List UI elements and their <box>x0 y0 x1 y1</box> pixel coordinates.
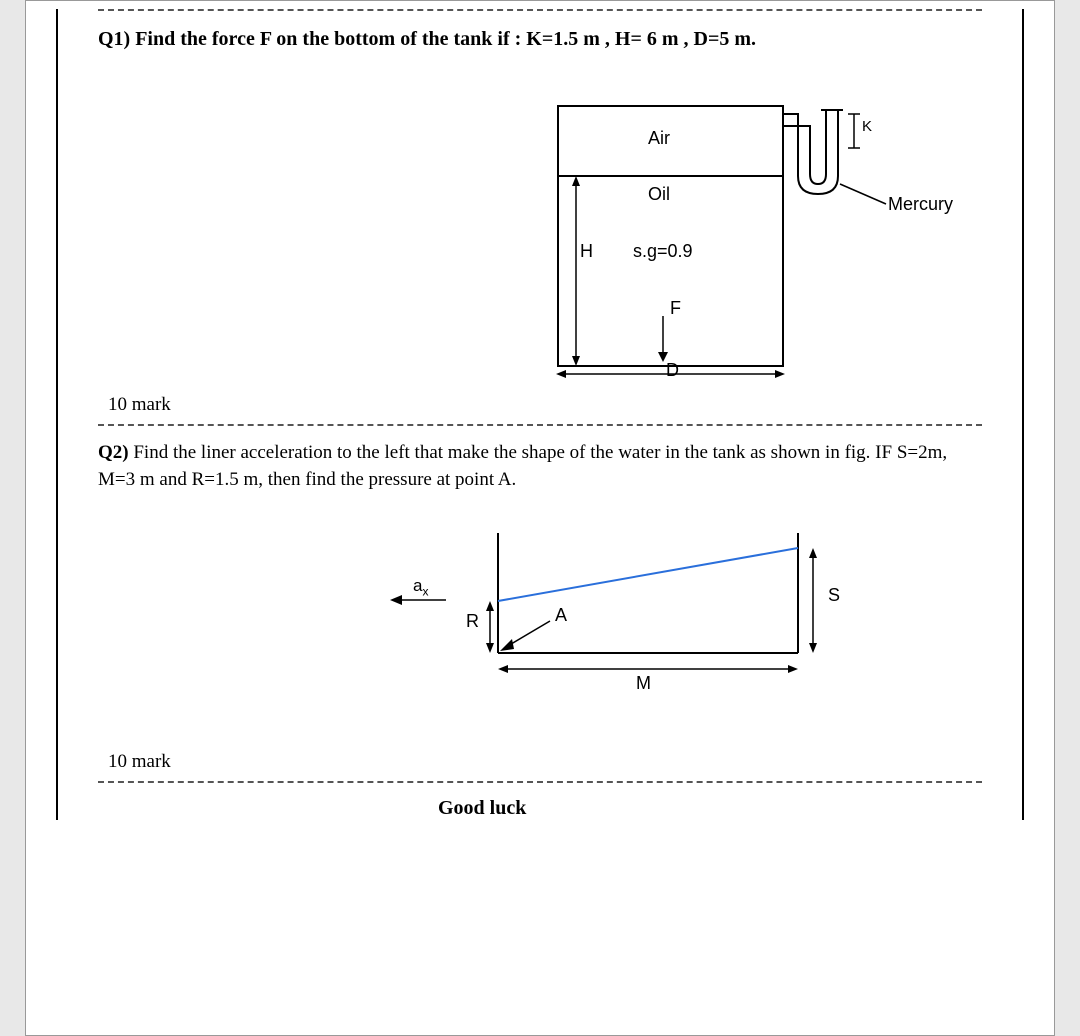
label-R: R <box>466 611 479 632</box>
q2-body: Find the liner acceleration to the left … <box>98 442 947 490</box>
label-M: M <box>636 673 651 694</box>
label-oil: Oil <box>648 184 670 205</box>
footer-goodluck: Good luck <box>438 797 982 820</box>
q1-svg <box>98 66 998 386</box>
label-D: D <box>666 360 679 381</box>
label-ax: ax <box>413 576 428 598</box>
label-sg: s.g=0.9 <box>633 241 693 262</box>
q1-text: Q1) Find the force F on the bottom of th… <box>98 25 982 54</box>
label-H: H <box>580 241 593 262</box>
label-F: F <box>670 298 681 319</box>
q1-marks: 10 mark <box>108 394 982 416</box>
label-K: K <box>862 118 872 135</box>
label-ax-x: x <box>422 585 428 599</box>
q1-figure: Air Oil s.g=0.9 F D H K Mercury <box>98 66 982 386</box>
q2-figure: ax R A M S <box>98 523 982 743</box>
q2-marks: 10 mark <box>108 751 982 773</box>
label-air: Air <box>648 128 670 149</box>
label-A: A <box>555 605 567 626</box>
label-mercury: Mercury <box>888 194 953 215</box>
q2-svg <box>98 523 998 723</box>
q2-text: Q2) Find the liner acceleration to the l… <box>98 440 982 493</box>
label-S: S <box>828 585 840 606</box>
q2-prefix: Q2) <box>98 442 133 463</box>
top-separator <box>98 9 982 11</box>
mid-separator <box>98 424 982 426</box>
bottom-separator <box>98 781 982 783</box>
